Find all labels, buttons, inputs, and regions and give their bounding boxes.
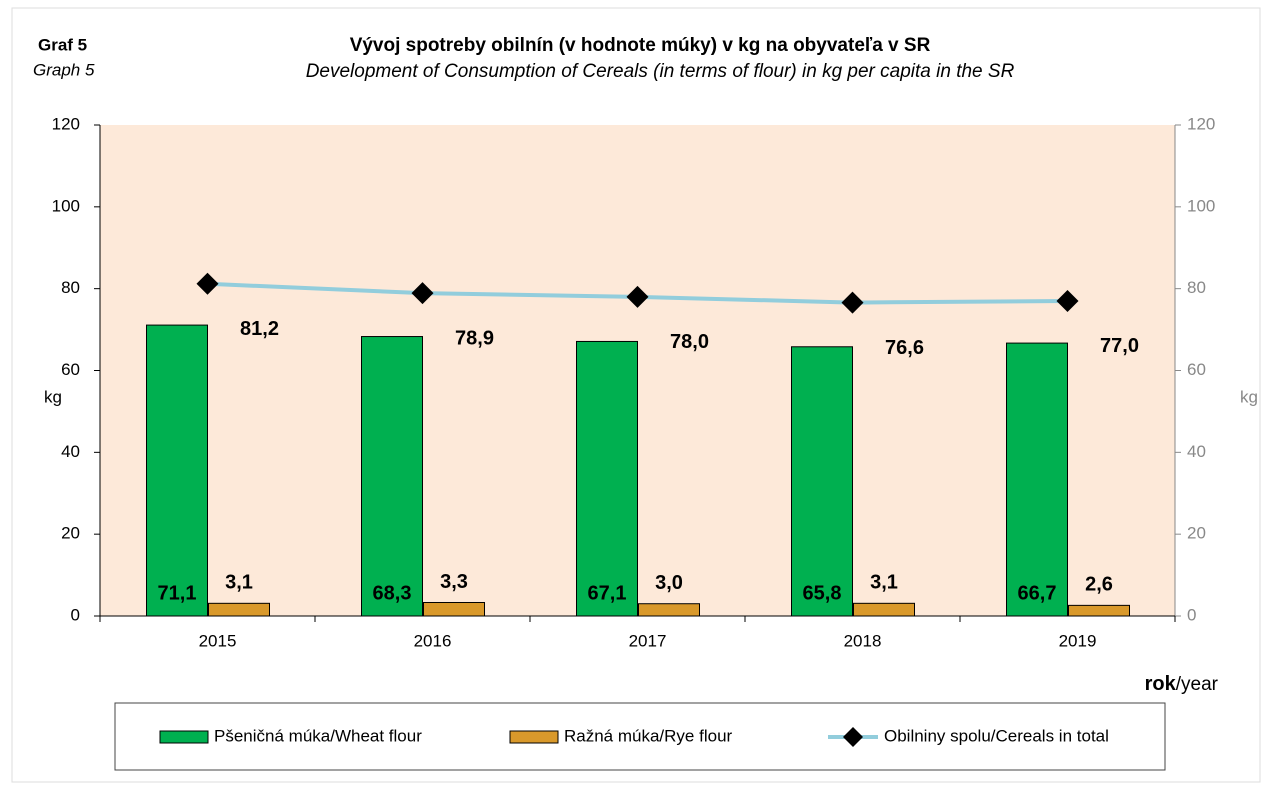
marker bbox=[626, 285, 649, 308]
bar bbox=[146, 324, 208, 617]
bar bbox=[1006, 342, 1068, 617]
y-tick-label: 40 bbox=[61, 442, 80, 461]
y-tick-label: 60 bbox=[61, 360, 80, 379]
data-label: 65,8 bbox=[803, 582, 842, 604]
data-label: 3,0 bbox=[655, 572, 683, 594]
y-tick-label: 100 bbox=[52, 196, 80, 215]
bar bbox=[208, 602, 270, 617]
y2-tick-label: 0 bbox=[1187, 605, 1196, 624]
x-tick-label: 2018 bbox=[844, 631, 882, 650]
chart-subtitle: Development of Consumption of Cereals (i… bbox=[306, 61, 1015, 82]
y2-tick-label: 40 bbox=[1187, 442, 1206, 461]
legend-marker bbox=[843, 727, 863, 747]
bar bbox=[853, 602, 915, 617]
x-tick-label: 2016 bbox=[414, 631, 452, 650]
data-label: 78,0 bbox=[670, 331, 709, 353]
x-axis-label-rest: /year bbox=[1176, 674, 1219, 695]
y2-tick-label: 60 bbox=[1187, 360, 1206, 379]
x-axis-label: rok/year bbox=[1145, 673, 1219, 695]
bar bbox=[791, 346, 853, 617]
data-label: 77,0 bbox=[1100, 335, 1139, 357]
y2-tick-label: 100 bbox=[1187, 196, 1215, 215]
legend-label: Ražná múka/Rye flour bbox=[564, 726, 733, 745]
y2-axis-label: kg bbox=[1240, 387, 1258, 406]
bar bbox=[576, 340, 638, 617]
data-label: 81,2 bbox=[240, 318, 279, 340]
x-tick-label: 2019 bbox=[1059, 631, 1097, 650]
data-label: 2,6 bbox=[1085, 574, 1113, 596]
marker bbox=[1056, 289, 1079, 312]
data-label: 78,9 bbox=[455, 327, 494, 349]
y2-tick-label: 20 bbox=[1187, 524, 1206, 543]
bar bbox=[423, 601, 485, 617]
graph-number: Graf 5 bbox=[38, 35, 87, 54]
bar bbox=[361, 336, 423, 617]
chart-title: Vývoj spotreby obilnín (v hodnote múky) … bbox=[350, 35, 931, 56]
data-label: 66,7 bbox=[1018, 582, 1057, 604]
y-tick-label: 20 bbox=[61, 524, 80, 543]
bar bbox=[1068, 604, 1130, 617]
marker bbox=[411, 282, 434, 305]
graph-number-en: Graph 5 bbox=[33, 60, 95, 79]
x-tick-label: 2015 bbox=[199, 631, 237, 650]
data-label: 71,1 bbox=[158, 582, 197, 604]
legend-swatch bbox=[159, 730, 209, 744]
data-label: 3,1 bbox=[870, 572, 898, 594]
y-tick-label: 120 bbox=[52, 114, 80, 133]
data-label: 76,6 bbox=[885, 337, 924, 359]
frame bbox=[11, 7, 1261, 783]
marker bbox=[196, 272, 219, 295]
y-tick-label: 0 bbox=[71, 605, 80, 624]
legend-swatch bbox=[509, 730, 559, 744]
data-label: 68,3 bbox=[373, 582, 412, 604]
y-tick-label: 80 bbox=[61, 278, 80, 297]
legend bbox=[114, 702, 1166, 771]
y2-tick-label: 120 bbox=[1187, 114, 1215, 133]
y-axis-label: kg bbox=[44, 387, 62, 406]
data-label: 67,1 bbox=[588, 582, 627, 604]
legend-label: Pšeničná múka/Wheat flour bbox=[214, 726, 422, 745]
legend-label: Obilniny spolu/Cereals in total bbox=[884, 726, 1109, 745]
marker bbox=[841, 291, 864, 314]
y2-tick-label: 80 bbox=[1187, 278, 1206, 297]
data-label: 3,3 bbox=[440, 571, 468, 593]
data-label: 3,1 bbox=[225, 572, 253, 594]
x-axis-label-bold: rok bbox=[1145, 673, 1177, 695]
bar bbox=[638, 603, 700, 617]
x-tick-label: 2017 bbox=[629, 631, 667, 650]
